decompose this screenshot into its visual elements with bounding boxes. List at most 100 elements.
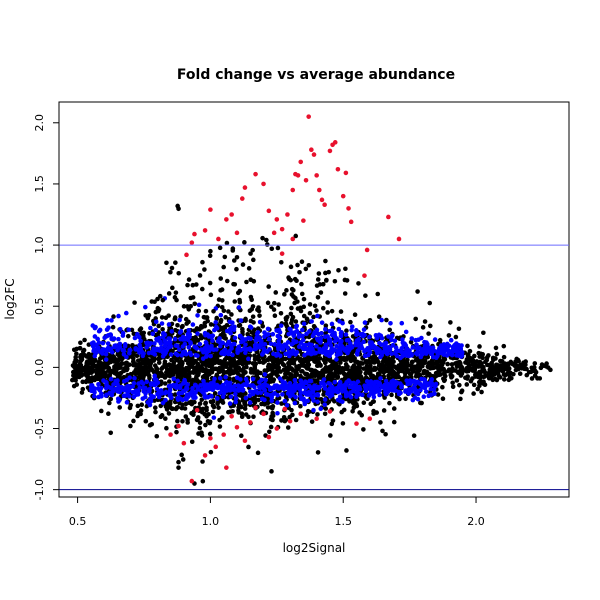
feature-point xyxy=(269,405,274,410)
highlighted-point xyxy=(327,148,333,154)
significant-point xyxy=(229,325,235,330)
feature-point xyxy=(279,401,284,406)
significant-point xyxy=(409,336,415,341)
feature-point xyxy=(204,407,209,413)
feature-point xyxy=(303,266,309,272)
significant-point xyxy=(364,379,370,384)
significant-point xyxy=(283,351,288,357)
significant-point xyxy=(255,330,261,335)
feature-point xyxy=(526,369,532,375)
feature-point xyxy=(248,277,254,282)
highlighted-point xyxy=(306,114,311,119)
feature-point xyxy=(204,315,210,320)
significant-point xyxy=(369,381,375,386)
highlighted-point xyxy=(234,230,240,236)
significant-point xyxy=(175,343,180,349)
feature-point xyxy=(134,353,140,359)
feature-point xyxy=(267,429,272,435)
feature-point xyxy=(180,457,186,462)
significant-point xyxy=(147,386,153,392)
feature-point xyxy=(472,360,477,366)
significant-point xyxy=(203,340,209,345)
highlighted-point xyxy=(266,208,272,214)
significant-point xyxy=(283,343,289,349)
feature-point xyxy=(180,418,185,424)
significant-point xyxy=(378,376,383,381)
feature-point xyxy=(514,356,519,362)
feature-point xyxy=(486,353,491,358)
feature-point xyxy=(271,300,277,306)
feature-point xyxy=(128,423,133,429)
feature-point xyxy=(387,327,393,333)
feature-point xyxy=(289,320,294,326)
significant-point xyxy=(298,340,304,345)
significant-point xyxy=(339,389,345,394)
significant-point xyxy=(248,383,254,388)
feature-point xyxy=(128,402,133,408)
significant-point xyxy=(152,373,158,379)
significant-point xyxy=(166,336,171,341)
feature-point xyxy=(84,359,90,364)
feature-point xyxy=(124,367,129,373)
significant-point xyxy=(448,337,454,343)
feature-point xyxy=(342,277,348,283)
feature-point xyxy=(413,374,419,379)
feature-point xyxy=(458,373,464,378)
feature-point xyxy=(116,357,122,363)
feature-point xyxy=(119,361,125,366)
feature-point xyxy=(445,361,450,367)
feature-point xyxy=(179,452,184,458)
feature-point xyxy=(320,371,326,376)
significant-point xyxy=(337,349,343,355)
feature-point xyxy=(372,360,377,365)
significant-point xyxy=(280,347,286,352)
significant-point xyxy=(383,340,389,346)
feature-point xyxy=(295,262,300,268)
feature-point xyxy=(315,277,321,282)
feature-point xyxy=(340,421,346,426)
feature-point xyxy=(325,310,330,315)
significant-point xyxy=(247,393,253,399)
significant-point xyxy=(243,395,249,401)
significant-point xyxy=(290,351,295,356)
significant-point xyxy=(298,393,303,399)
significant-point xyxy=(374,348,379,353)
significant-point xyxy=(362,320,368,325)
feature-point xyxy=(101,370,107,375)
significant-point xyxy=(121,352,127,357)
significant-point xyxy=(298,378,304,383)
feature-point xyxy=(276,302,281,307)
significant-point xyxy=(423,389,429,394)
highlighted-point xyxy=(335,166,341,172)
highlighted-point xyxy=(322,202,327,208)
feature-point xyxy=(174,429,179,435)
significant-point xyxy=(153,327,159,333)
feature-point xyxy=(214,315,220,321)
highlighted-point xyxy=(202,228,208,233)
feature-point xyxy=(139,402,145,407)
highlighted-point xyxy=(301,218,306,223)
highlighted-point xyxy=(234,424,240,430)
feature-point xyxy=(139,367,144,373)
feature-point xyxy=(102,365,107,370)
feature-point xyxy=(92,376,98,382)
feature-point xyxy=(318,290,324,295)
significant-point xyxy=(362,383,367,388)
feature-point xyxy=(494,377,500,383)
feature-point xyxy=(379,368,385,374)
feature-point xyxy=(70,377,75,383)
highlighted-point xyxy=(229,212,234,217)
significant-point xyxy=(95,336,100,342)
feature-point xyxy=(95,370,100,376)
significant-point xyxy=(342,386,348,391)
feature-point xyxy=(220,330,226,336)
significant-point xyxy=(327,349,332,355)
feature-point xyxy=(338,357,344,362)
feature-point xyxy=(479,389,484,395)
significant-point xyxy=(348,342,353,348)
feature-point xyxy=(176,270,182,276)
feature-point xyxy=(230,248,236,253)
significant-point xyxy=(344,392,349,398)
x-tick-label: 1.5 xyxy=(334,515,352,528)
significant-point xyxy=(140,381,146,387)
